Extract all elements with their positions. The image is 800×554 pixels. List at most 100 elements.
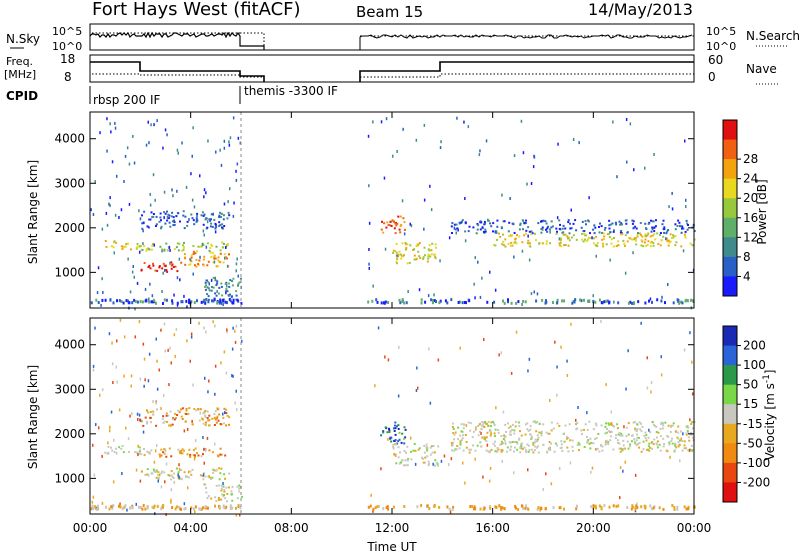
data-cell [398, 462, 401, 465]
data-cell [385, 226, 388, 229]
data-cell [167, 213, 170, 216]
speckle-cell [132, 265, 134, 268]
data-cell [659, 232, 662, 234]
data-cell [205, 284, 207, 287]
data-cell [431, 451, 434, 454]
speckle-cell [605, 383, 607, 387]
speckle-cell [368, 248, 370, 251]
speckle-cell [136, 412, 139, 416]
data-cell [464, 230, 467, 233]
data-cell [672, 422, 675, 425]
ground-cell [438, 505, 441, 509]
ground-cell [683, 505, 686, 509]
speckle-cell [124, 154, 127, 158]
ground-cell [193, 301, 196, 305]
speckle-cell [229, 187, 231, 191]
data-cell [671, 442, 674, 445]
data-cell [159, 245, 162, 248]
data-cell [644, 241, 646, 244]
data-cell [152, 243, 155, 245]
data-cell [625, 435, 628, 438]
data-cell [422, 457, 424, 460]
data-cell [156, 408, 158, 411]
speckle-cell [177, 151, 179, 155]
ground-cell [671, 504, 674, 507]
speckle-cell [612, 120, 614, 124]
data-cell [572, 222, 575, 225]
speckle-cell [482, 475, 484, 479]
data-cell [477, 434, 480, 437]
ground-cell [150, 300, 153, 304]
speckle-cell [370, 493, 372, 497]
velocity-panel-frame [89, 317, 695, 515]
data-cell [191, 217, 194, 220]
data-cell [141, 214, 143, 217]
data-cell [209, 219, 211, 222]
data-cell [486, 431, 489, 434]
data-cell [691, 436, 694, 439]
data-cell [413, 248, 416, 251]
speckle-cell [235, 324, 238, 328]
speckle-cell [176, 189, 178, 193]
data-cell [562, 224, 565, 227]
ground-cell [498, 504, 501, 508]
data-cell [463, 423, 466, 426]
data-cell [487, 425, 490, 428]
data-cell [225, 281, 228, 284]
data-cell [433, 253, 436, 256]
data-cell [149, 416, 152, 419]
data-cell [562, 233, 565, 236]
data-cell [653, 230, 656, 233]
data-cell [509, 430, 512, 433]
data-cell [563, 244, 566, 247]
nsky-traces [89, 31, 694, 50]
velocity-unit-bracket: ] [763, 370, 777, 375]
data-cell [395, 443, 397, 446]
data-cell [475, 232, 478, 235]
data-cell [183, 227, 186, 230]
speckle-cell [190, 172, 192, 176]
speckle-cell [149, 192, 151, 196]
data-cell [651, 421, 654, 423]
ground-cell [598, 504, 601, 508]
data-cell [387, 224, 390, 227]
speckle-cell [527, 468, 529, 472]
data-cell [687, 449, 690, 452]
data-cell [210, 477, 212, 480]
speckle-cell [109, 425, 111, 429]
x-tick-label: 16:00 [475, 521, 510, 535]
data-cell [179, 477, 182, 480]
data-cell [528, 230, 531, 233]
speckle-cell [92, 364, 95, 368]
ground-cell [561, 299, 564, 303]
data-cell [651, 441, 654, 444]
ground-cell [450, 298, 453, 302]
speckle-cell [226, 328, 228, 332]
data-cell [227, 282, 230, 285]
speckle-cell [205, 191, 207, 195]
data-cell [206, 417, 209, 420]
ground-cell [392, 505, 395, 509]
ground-cell [594, 300, 597, 304]
speckle-cell [190, 335, 193, 339]
data-cell [525, 449, 527, 452]
data-cell [204, 218, 207, 221]
ground-cell [517, 508, 520, 511]
speckle-cell [106, 223, 109, 227]
ground-cell [503, 507, 506, 511]
speckle-cell [397, 394, 400, 398]
data-cell [580, 429, 583, 432]
data-cell [625, 219, 628, 222]
data-cell [183, 253, 186, 256]
speckle-cell [162, 146, 164, 150]
data-cell [166, 219, 169, 222]
data-cell [496, 225, 499, 228]
data-cell [640, 450, 643, 453]
data-cell [520, 445, 523, 447]
data-cell [174, 265, 177, 268]
ground-cell [174, 507, 177, 511]
speckle-cell [135, 468, 138, 472]
data-cell [424, 254, 426, 257]
data-cell [396, 425, 398, 428]
